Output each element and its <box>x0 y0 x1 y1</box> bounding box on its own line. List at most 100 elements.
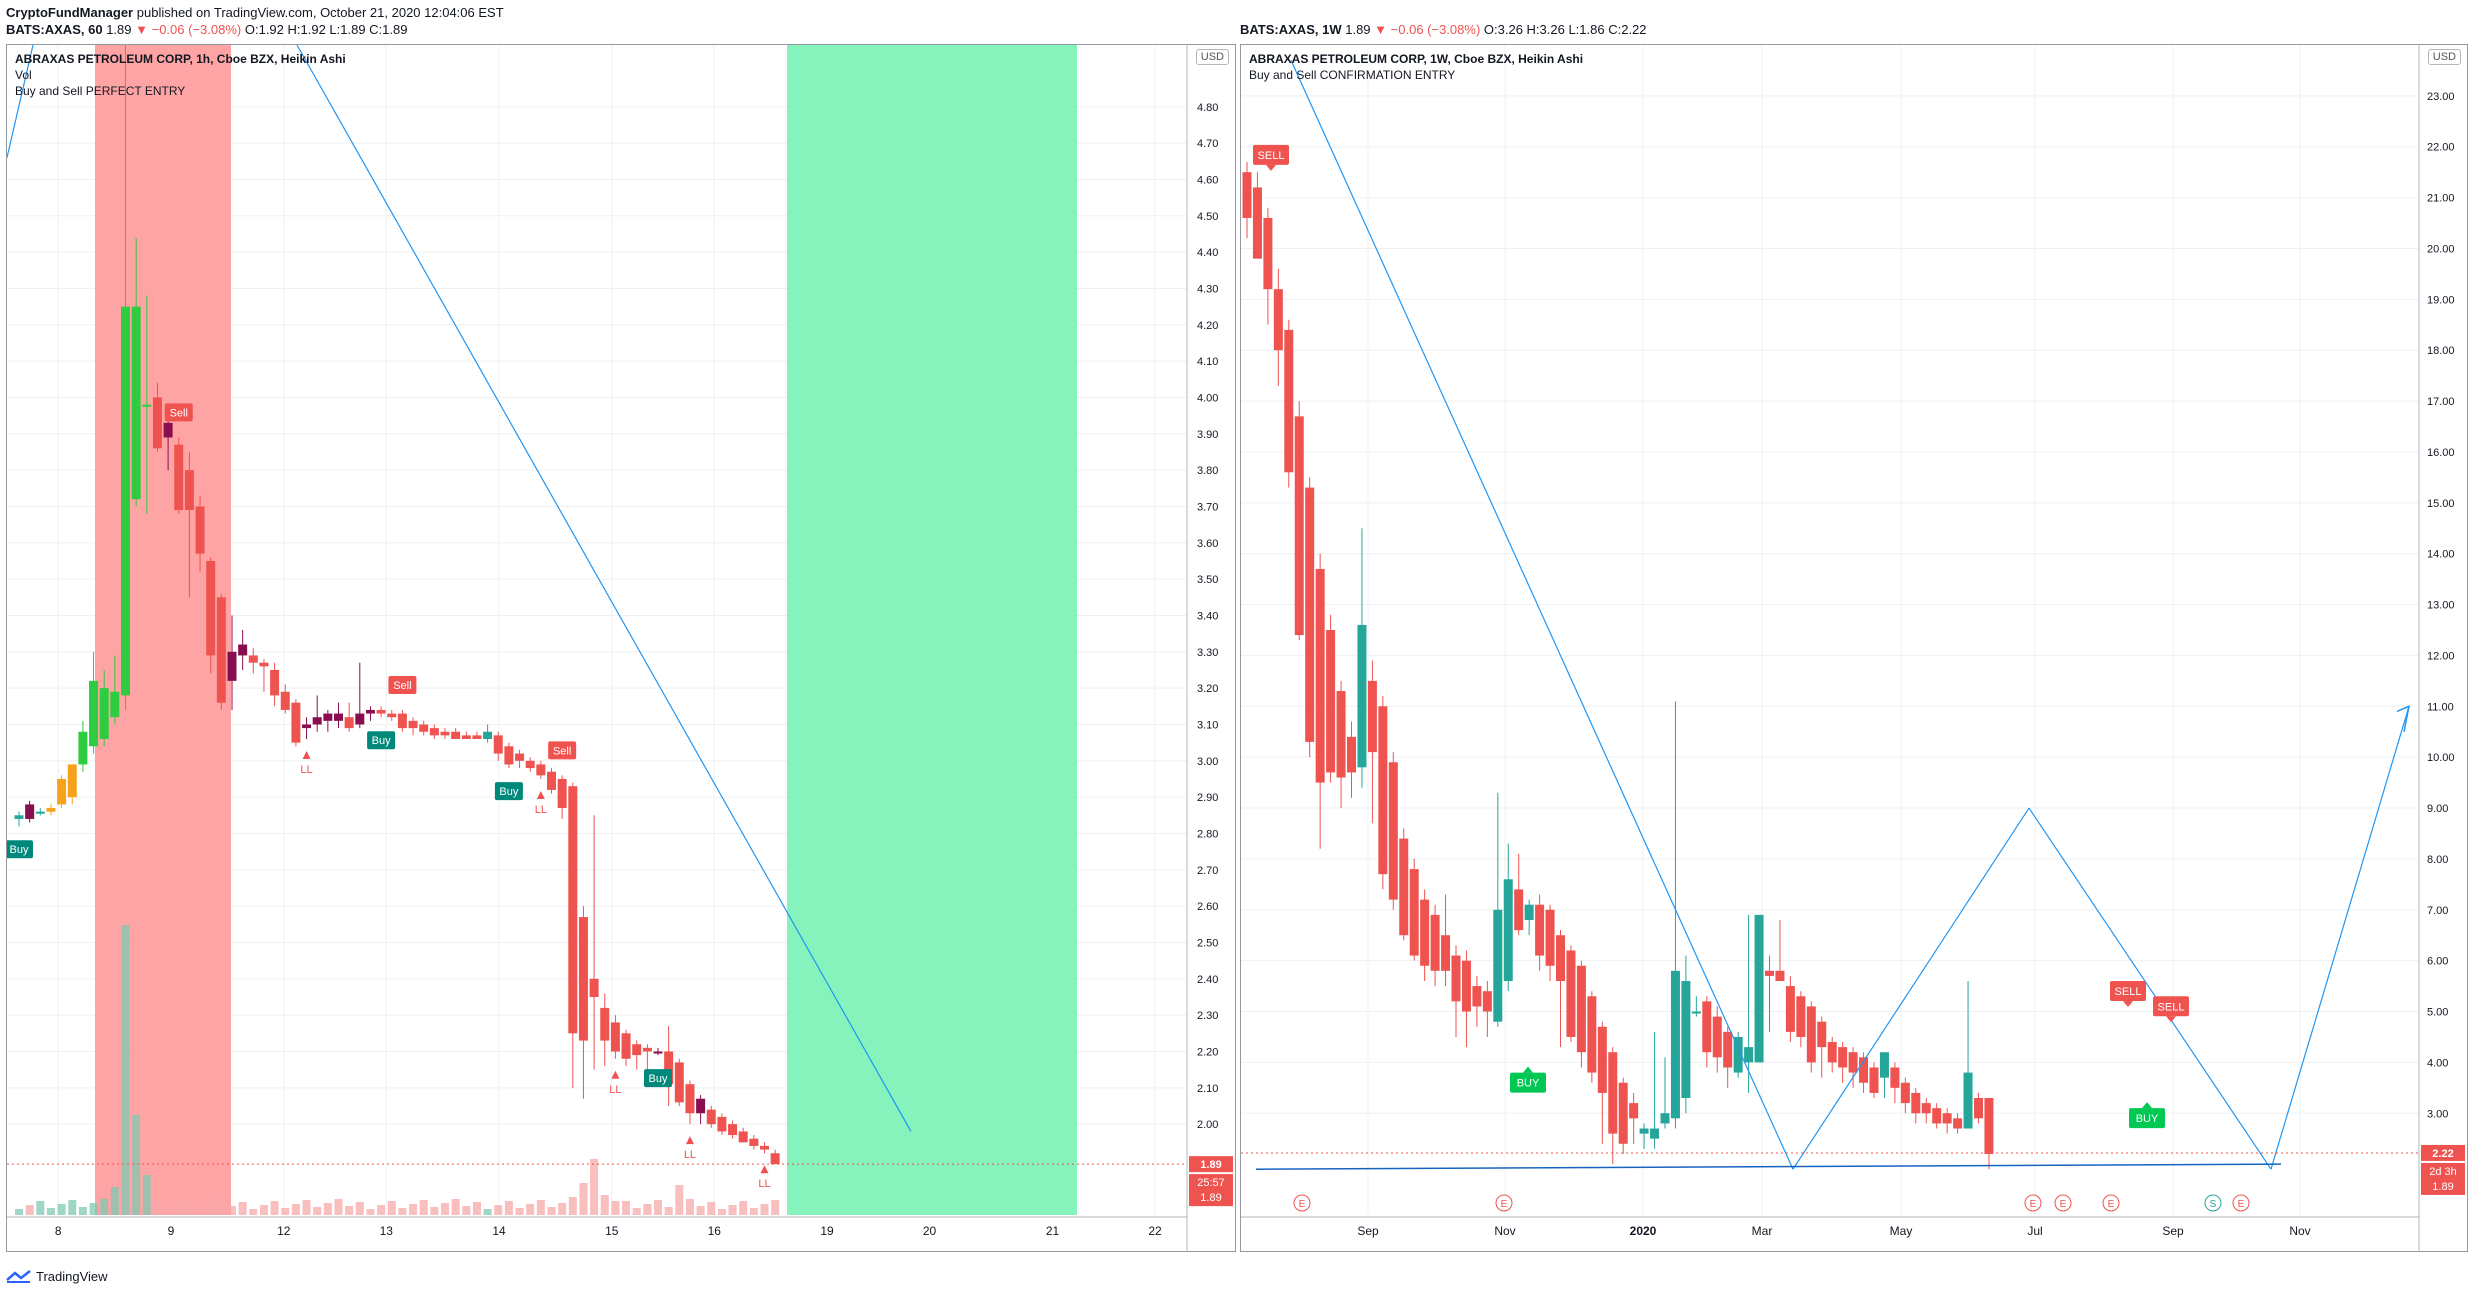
right-candle-body <box>1879 1052 1889 1078</box>
right-chart-svg[interactable]: SELL BUY SELL SELL BUY E E E E E E S 3.00 4.00 5.00 6.0… <box>1241 45 2467 1251</box>
right-earnings-circle <box>2024 1194 2042 1212</box>
left-candle-body <box>323 713 333 721</box>
left-candle-body <box>163 422 173 438</box>
left-ll-label: LL <box>758 1178 770 1190</box>
right-buy-signal-text: BUY <box>2136 1113 2159 1125</box>
right-candle-body <box>1357 624 1367 768</box>
right-currency-button[interactable]: USD <box>2427 49 2461 65</box>
left-price-tick: 2.70 <box>1197 865 1218 877</box>
right-price-tag: 2.22 <box>2432 1148 2453 1160</box>
left-volume-bar <box>451 1199 460 1215</box>
left-chart-panel[interactable]: Buy Sell Buy Sell Buy Sell Buy LL LL LL LL LL 2.00 2.… <box>6 44 1236 1252</box>
left-candle-body <box>717 1116 727 1132</box>
left-time-tick: 12 <box>277 1224 291 1238</box>
right-sell-signal-bg <box>2110 981 2146 1001</box>
left-ll-label: LL <box>300 764 312 776</box>
right-time-tick: Mar <box>1752 1224 1773 1238</box>
right-sell-signal-text: SELL <box>2115 986 2142 998</box>
right-time-tick: 2020 <box>1630 1224 1657 1238</box>
left-ll-marker <box>760 1165 769 1174</box>
left-price-tick: 4.60 <box>1197 174 1218 186</box>
left-time-tick: 8 <box>55 1224 62 1238</box>
left-volume-bar <box>611 1201 620 1215</box>
left-candle-body <box>770 1153 780 1165</box>
right-candle-body <box>1785 986 1795 1032</box>
right-price-tick: 18.00 <box>2427 345 2455 357</box>
left-price-tick: 4.10 <box>1197 356 1218 368</box>
right-price-tick: 4.00 <box>2427 1057 2448 1069</box>
left-chart-svg[interactable]: Buy Sell Buy Sell Buy Sell Buy LL LL LL LL LL 2.00 2.… <box>7 45 1235 1251</box>
right-candle-body <box>1409 869 1419 956</box>
left-volume-bar <box>110 1187 119 1215</box>
left-legend-vol: Vol <box>15 68 32 82</box>
left-volume-bar <box>568 1197 577 1215</box>
left-volume-bar <box>228 1206 236 1215</box>
left-volume-bar <box>355 1202 364 1215</box>
left-price-tick: 2.50 <box>1197 937 1218 949</box>
right-candle-body <box>1953 1118 1963 1129</box>
right-candle-body <box>1838 1047 1848 1068</box>
left-volume-bar <box>206 1203 215 1215</box>
left-volume-bar <box>78 1207 87 1215</box>
left-candle-body <box>216 597 226 703</box>
right-candle-body <box>1326 630 1336 773</box>
left-price-tick: 3.50 <box>1197 574 1218 586</box>
left-volume-bar <box>462 1206 471 1215</box>
right-sell-signal-bg <box>1253 144 1289 165</box>
left-price-tick: 3.60 <box>1197 538 1218 550</box>
left-time-tick: 9 <box>168 1224 175 1238</box>
left-ll-marker <box>611 1070 620 1079</box>
left-sell-label: Sell <box>170 407 188 419</box>
left-ll-label: LL <box>535 804 547 816</box>
left-candle-body <box>174 444 184 511</box>
right-price-tick: 12.00 <box>2427 650 2455 662</box>
left-ll-marker <box>685 1136 694 1145</box>
right-candle-body <box>1765 970 1774 976</box>
right-candle-body <box>1775 970 1785 981</box>
right-buy-signal-pointer <box>1523 1066 1533 1073</box>
left-candle-body <box>610 1022 620 1052</box>
left-volume-bar <box>281 1208 290 1215</box>
right-time-tick: Nov <box>2289 1224 2310 1238</box>
right-time-tick: Nov <box>1494 1224 1515 1238</box>
right-candle-body <box>1723 1031 1733 1068</box>
right-split-circle <box>2204 1194 2222 1212</box>
left-volume-bar <box>685 1199 694 1215</box>
right-candle-body <box>1974 1098 1983 1119</box>
right-earnings-text: E <box>1299 1199 1306 1210</box>
left-candle-body <box>589 978 599 997</box>
tradingview-footer[interactable]: TradingView <box>6 1269 108 1284</box>
left-legend: ABRAXAS PETROLEUM CORP, 1h, Cboe BZX, He… <box>15 51 346 99</box>
right-candle-body <box>1744 1047 1754 1063</box>
right-price-tick: 15.00 <box>2427 498 2455 510</box>
left-volume-bar <box>68 1200 77 1215</box>
left-candle-body <box>728 1124 738 1136</box>
left-candle-body <box>472 735 482 740</box>
right-earnings-marker: E <box>2024 1194 2042 1212</box>
left-candle-body <box>344 717 354 729</box>
left-candle-body <box>259 662 269 667</box>
left-price-tick: 4.40 <box>1197 247 1218 259</box>
left-volume-bar <box>270 1201 279 1215</box>
left-candle-body <box>493 735 503 754</box>
left-candle-body <box>110 691 120 718</box>
right-buy-signal: BUY <box>1510 1066 1546 1093</box>
right-projection-arrow <box>2396 705 2411 732</box>
left-candle-body <box>461 735 471 740</box>
left-price-tick: 4.00 <box>1197 392 1218 404</box>
right-price-tick: 20.00 <box>2427 243 2455 255</box>
publisher-name[interactable]: CryptoFundManager <box>6 5 134 20</box>
right-candle-body <box>1639 1128 1649 1134</box>
left-candle-body <box>738 1131 748 1143</box>
left-candle-body <box>706 1109 716 1125</box>
left-ll-marker <box>536 790 545 799</box>
left-buy-label-bg <box>367 731 396 750</box>
left-candle-body <box>749 1138 759 1146</box>
right-chart-panel[interactable]: SELL BUY SELL SELL BUY E E E E E E S 3.00 4.00 5.00 6.0… <box>1240 44 2468 1252</box>
left-candle-body <box>248 655 258 663</box>
left-volume-bar <box>622 1201 631 1215</box>
left-volume-bar <box>739 1201 748 1215</box>
left-currency-button[interactable]: USD <box>1195 49 1229 65</box>
right-earnings-text: E <box>1501 1199 1508 1210</box>
left-price-tick: 3.30 <box>1197 647 1218 659</box>
